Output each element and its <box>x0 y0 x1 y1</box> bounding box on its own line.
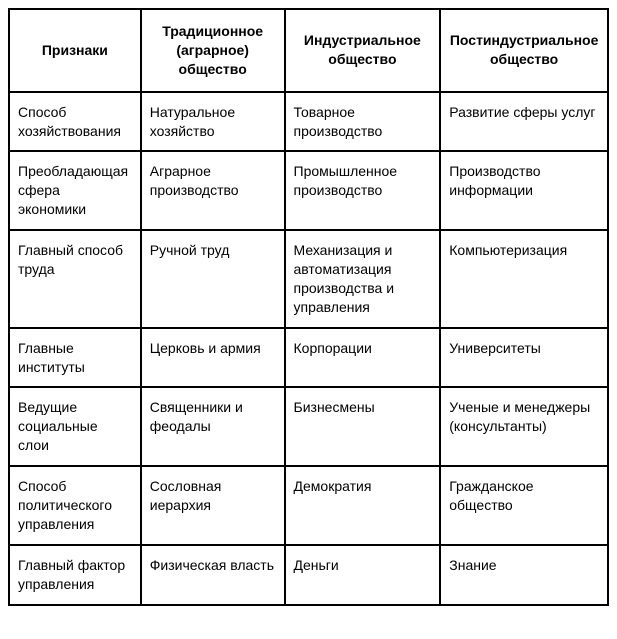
table-row: Способ политичес­кого управления Сословн… <box>9 466 608 545</box>
cell-industrial: Бизнесмены <box>285 387 441 466</box>
cell-traditional: Ручной труд <box>141 230 285 328</box>
table-row: Главные институты Церковь и армия Корпор… <box>9 328 608 388</box>
cell-traditional: Священники и феодалы <box>141 387 285 466</box>
header-postindustrial: Постиндустриальное общество <box>440 9 608 92</box>
cell-postindustrial: Производство информации <box>440 151 608 230</box>
cell-postindustrial: Развитие сферы услуг <box>440 92 608 152</box>
cell-postindustrial: Гражданское общество <box>440 466 608 545</box>
cell-postindustrial: Знание <box>440 545 608 605</box>
cell-attribute: Главный способ труда <box>9 230 141 328</box>
cell-attribute: Ведущие социальные слои <box>9 387 141 466</box>
cell-industrial: Деньги <box>285 545 441 605</box>
cell-attribute: Главный фактор управления <box>9 545 141 605</box>
cell-industrial: Механизация и автоматизация производства… <box>285 230 441 328</box>
cell-traditional: Церковь и армия <box>141 328 285 388</box>
cell-attribute: Способ хозяйство­вания <box>9 92 141 152</box>
cell-postindustrial: Университеты <box>440 328 608 388</box>
cell-attribute: Преоблада­ющая сфера экономики <box>9 151 141 230</box>
cell-traditional: Аграрное производство <box>141 151 285 230</box>
cell-industrial: Промышленное производство <box>285 151 441 230</box>
header-traditional: Традиционное (аграрное) общество <box>141 9 285 92</box>
cell-attribute: Способ политичес­кого управления <box>9 466 141 545</box>
cell-industrial: Товарное производство <box>285 92 441 152</box>
society-types-table: Признаки Традиционное (аграрное) обществ… <box>8 8 609 606</box>
table-row: Главный способ труда Ручной труд Механиз… <box>9 230 608 328</box>
cell-industrial: Корпорации <box>285 328 441 388</box>
cell-attribute: Главные институты <box>9 328 141 388</box>
cell-postindustrial: Компьютеризация <box>440 230 608 328</box>
table-row: Главный фактор управления Физическая вла… <box>9 545 608 605</box>
cell-traditional: Сословная иерархия <box>141 466 285 545</box>
cell-postindustrial: Ученые и менеджеры (консультанты) <box>440 387 608 466</box>
cell-industrial: Демократия <box>285 466 441 545</box>
table-row: Способ хозяйство­вания Натуральное хозяй… <box>9 92 608 152</box>
table-row: Преоблада­ющая сфера экономики Аграрное … <box>9 151 608 230</box>
table-row: Ведущие социальные слои Священники и фео… <box>9 387 608 466</box>
cell-traditional: Физическая власть <box>141 545 285 605</box>
header-attributes: Признаки <box>9 9 141 92</box>
header-industrial: Индустриальное общество <box>285 9 441 92</box>
cell-traditional: Натуральное хозяйство <box>141 92 285 152</box>
table-header-row: Признаки Традиционное (аграрное) обществ… <box>9 9 608 92</box>
